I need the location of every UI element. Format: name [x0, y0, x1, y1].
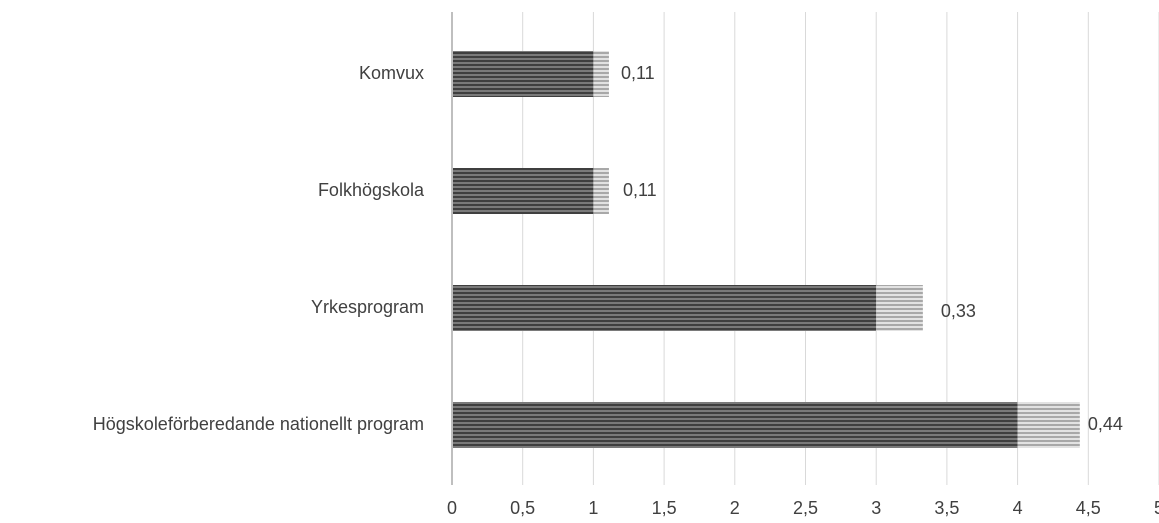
bar-segment: [452, 402, 1018, 448]
bar-segment: [876, 285, 923, 331]
data-label: 0,11: [621, 63, 655, 83]
category-label: Yrkesprogram: [311, 297, 424, 317]
x-tick-label: 3,5: [934, 498, 959, 518]
category-labels: Komvux Folkhögskola Yrkesprogram Högskolefö…: [93, 63, 425, 434]
data-label: 0,11: [623, 180, 657, 200]
x-tick-label: 0,5: [510, 498, 535, 518]
bar-segment: [593, 51, 609, 97]
data-labels: 0,11 0,11 0,33 0,44: [621, 63, 1123, 434]
bars: [452, 51, 1080, 448]
data-label: 0,33: [941, 301, 976, 321]
category-label: Folkhögskola: [318, 180, 425, 200]
x-tick-label: 1,5: [652, 498, 677, 518]
x-tick-label: 3: [871, 498, 881, 518]
x-tick-label: 5: [1154, 498, 1159, 518]
bar-segment: [452, 168, 594, 214]
bar-segment: [593, 168, 609, 214]
bar-segment: [452, 285, 877, 331]
category-label: Komvux: [359, 63, 424, 83]
x-tick-labels: 0 0,5 1 1,5 2 2,5 3 3,5 4 4,5 5: [447, 498, 1159, 518]
data-label: 0,44: [1088, 414, 1123, 434]
x-tick-label: 4: [1013, 498, 1023, 518]
x-tick-label: 2: [730, 498, 740, 518]
bar-segment: [452, 51, 594, 97]
x-tick-label: 2,5: [793, 498, 818, 518]
x-tick-label: 4,5: [1076, 498, 1101, 518]
category-label: Högskoleförberedande nationellt program: [93, 414, 424, 434]
x-tick-label: 0: [447, 498, 457, 518]
bar-segment: [1017, 402, 1080, 448]
x-tick-label: 1: [588, 498, 598, 518]
